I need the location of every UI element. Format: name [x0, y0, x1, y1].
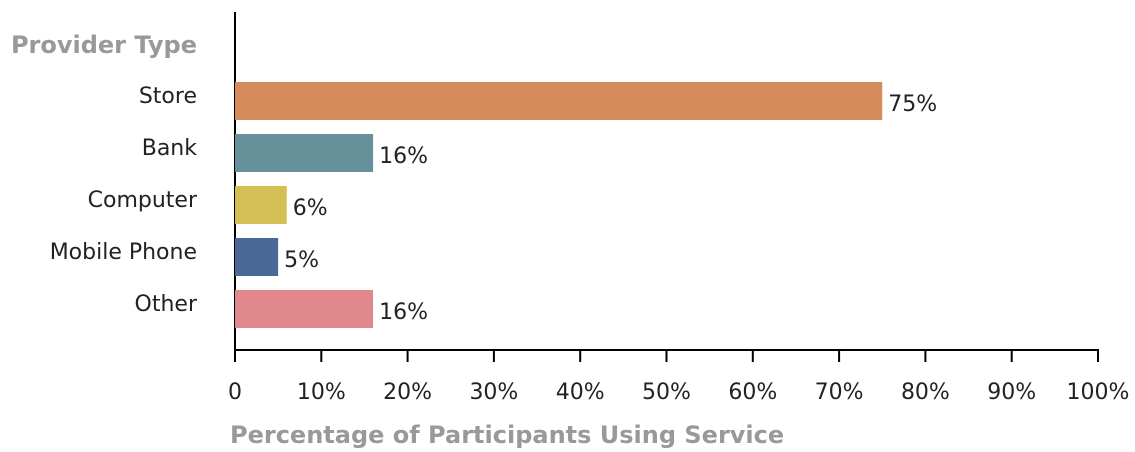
y-tick-label: Other — [135, 292, 198, 317]
bar — [235, 290, 374, 328]
x-tick-label: 100% — [1067, 380, 1130, 405]
value-label: 16% — [379, 144, 428, 169]
x-tick-label: 70% — [815, 380, 864, 405]
y-tick-label: Store — [139, 84, 197, 109]
y-axis-title: Provider Type — [11, 31, 197, 59]
bar — [235, 82, 883, 120]
y-tick-label: Mobile Phone — [50, 240, 197, 265]
x-tick-label: 40% — [556, 380, 605, 405]
x-tick-label: 80% — [901, 380, 950, 405]
bar — [235, 134, 374, 172]
x-tick-label: 30% — [469, 380, 518, 405]
bar — [235, 238, 279, 276]
value-label: 5% — [284, 248, 319, 273]
x-tick-label: 20% — [383, 380, 432, 405]
x-tick-label: 10% — [297, 380, 346, 405]
bar — [235, 186, 287, 224]
y-tick-label: Bank — [142, 136, 198, 161]
x-tick-label: 90% — [987, 380, 1036, 405]
value-label: 6% — [293, 196, 328, 221]
x-tick-label: 50% — [642, 380, 691, 405]
value-label: 75% — [888, 92, 937, 117]
x-tick-label: 60% — [728, 380, 777, 405]
x-axis-title: Percentage of Participants Using Service — [230, 421, 784, 449]
x-tick-label: 0 — [228, 380, 242, 405]
y-tick-label: Computer — [88, 188, 198, 213]
value-label: 16% — [379, 300, 428, 325]
